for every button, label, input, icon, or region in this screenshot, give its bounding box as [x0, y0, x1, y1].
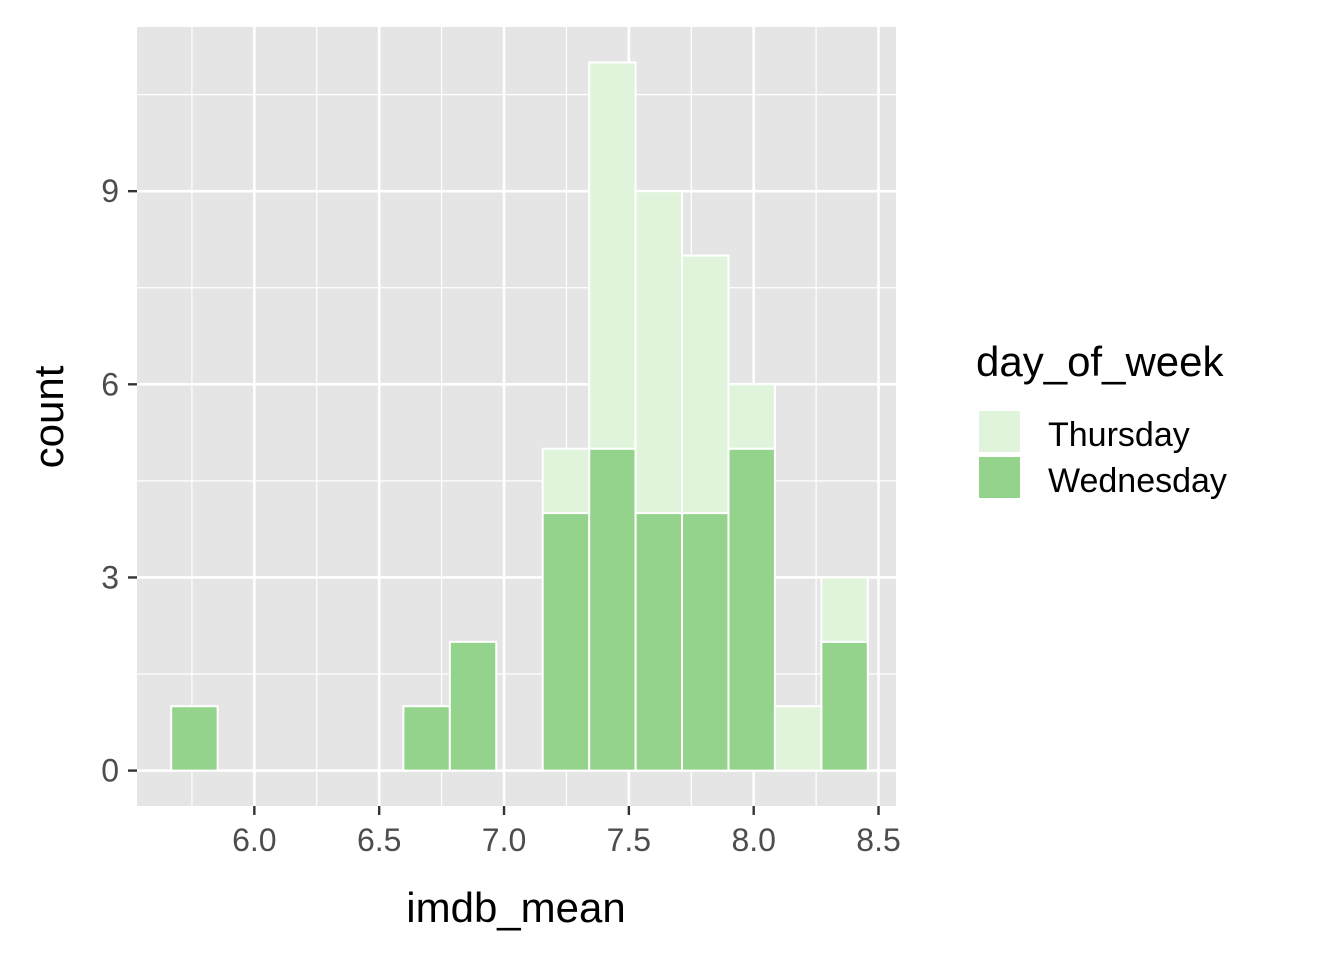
x-tick-label: 8.5 [856, 822, 900, 858]
bar-thursday [773, 705, 823, 772]
bar-thursday [681, 254, 730, 515]
bar-thursday [541, 447, 591, 515]
y-tick-label: 0 [101, 753, 119, 789]
legend-key-thursday [977, 409, 1022, 454]
bar-wednesday [727, 447, 776, 772]
plot-panel [137, 27, 896, 806]
x-tick-label: 8.0 [731, 822, 775, 858]
x-axis-title: imdb_mean [406, 884, 625, 931]
x-tick-label: 7.0 [482, 822, 526, 858]
legend-title: day_of_week [976, 338, 1225, 385]
y-axis-title: count [25, 365, 72, 468]
bar-wednesday [170, 705, 219, 772]
bar-wednesday [820, 640, 869, 772]
x-tick-label: 6.0 [232, 822, 276, 858]
bar-wednesday [448, 640, 498, 772]
y-axis: 0 3 6 9 [101, 173, 137, 789]
bar-thursday [820, 576, 869, 643]
bar-wednesday [634, 512, 684, 772]
bar-wednesday [402, 705, 451, 772]
legend: day_of_week Thursday Wednesday [976, 338, 1227, 500]
x-tick-label: 6.5 [357, 822, 401, 858]
legend-key-wednesday [977, 455, 1022, 500]
bar-wednesday [588, 447, 637, 772]
bar-thursday [634, 190, 684, 515]
bar-thursday [588, 61, 637, 450]
y-tick-label: 9 [101, 173, 119, 209]
bar-wednesday [681, 512, 730, 772]
legend-label-wednesday: Wednesday [1048, 462, 1227, 500]
y-tick-label: 6 [101, 366, 119, 402]
bar-wednesday [541, 512, 591, 772]
legend-label-thursday: Thursday [1048, 416, 1190, 454]
x-axis: 6.0 6.5 7.0 7.5 8.0 8.5 [232, 806, 901, 858]
x-tick-label: 7.5 [607, 822, 651, 858]
histogram-bars [170, 61, 869, 772]
bar-thursday [727, 383, 776, 450]
y-tick-label: 3 [101, 559, 119, 595]
